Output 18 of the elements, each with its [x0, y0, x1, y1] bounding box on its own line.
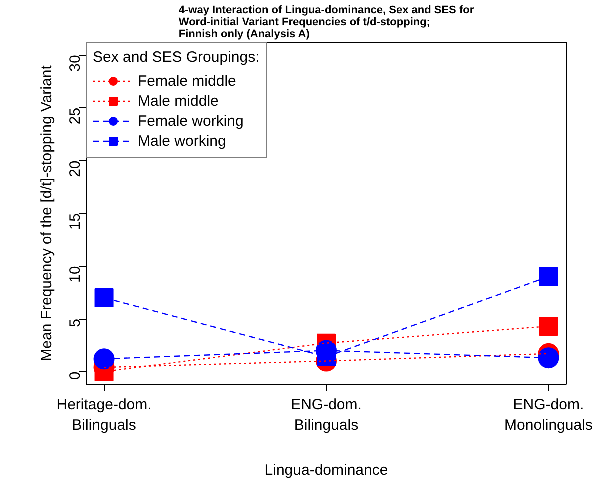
y-tick-label: 25 — [67, 108, 84, 125]
legend-label: Female working — [138, 112, 244, 130]
legend-label: Female middle — [138, 72, 236, 90]
y-tick-label: 20 — [67, 160, 84, 178]
y-axis-title: Mean Frequency of the [d/t]-stopping Variant — [38, 64, 56, 362]
x-tick-label: Heritage-dom. Bilinguals — [56, 396, 152, 434]
x-axis-title: Lingua-dominance — [264, 462, 388, 479]
y-tick-label: 5 — [67, 319, 84, 328]
y-tick-label: 15 — [67, 213, 84, 230]
x-tick-label: ENG-dom. Monolinguals — [504, 396, 593, 434]
chart-title: 4-way Interaction of Lingua-dominance, Sex and SES for Word-initial Variant Frequencies of t/d-stopping; Finnish only (Analysis A) — [178, 4, 475, 40]
legend-title: Sex and SES Groupings: — [93, 49, 260, 66]
legend-label: Male middle — [138, 92, 219, 110]
x-tick-label: ENG-dom. Bilinguals — [291, 396, 362, 434]
y-tick-label: 0 — [67, 372, 84, 380]
y-tick-label: 30 — [67, 55, 84, 72]
legend-label: Male working — [138, 132, 226, 150]
y-tick-label: 10 — [67, 266, 84, 283]
